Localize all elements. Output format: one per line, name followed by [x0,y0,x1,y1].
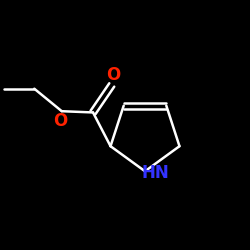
Text: O: O [54,112,68,130]
Text: HN: HN [142,164,170,182]
Text: O: O [106,66,120,84]
